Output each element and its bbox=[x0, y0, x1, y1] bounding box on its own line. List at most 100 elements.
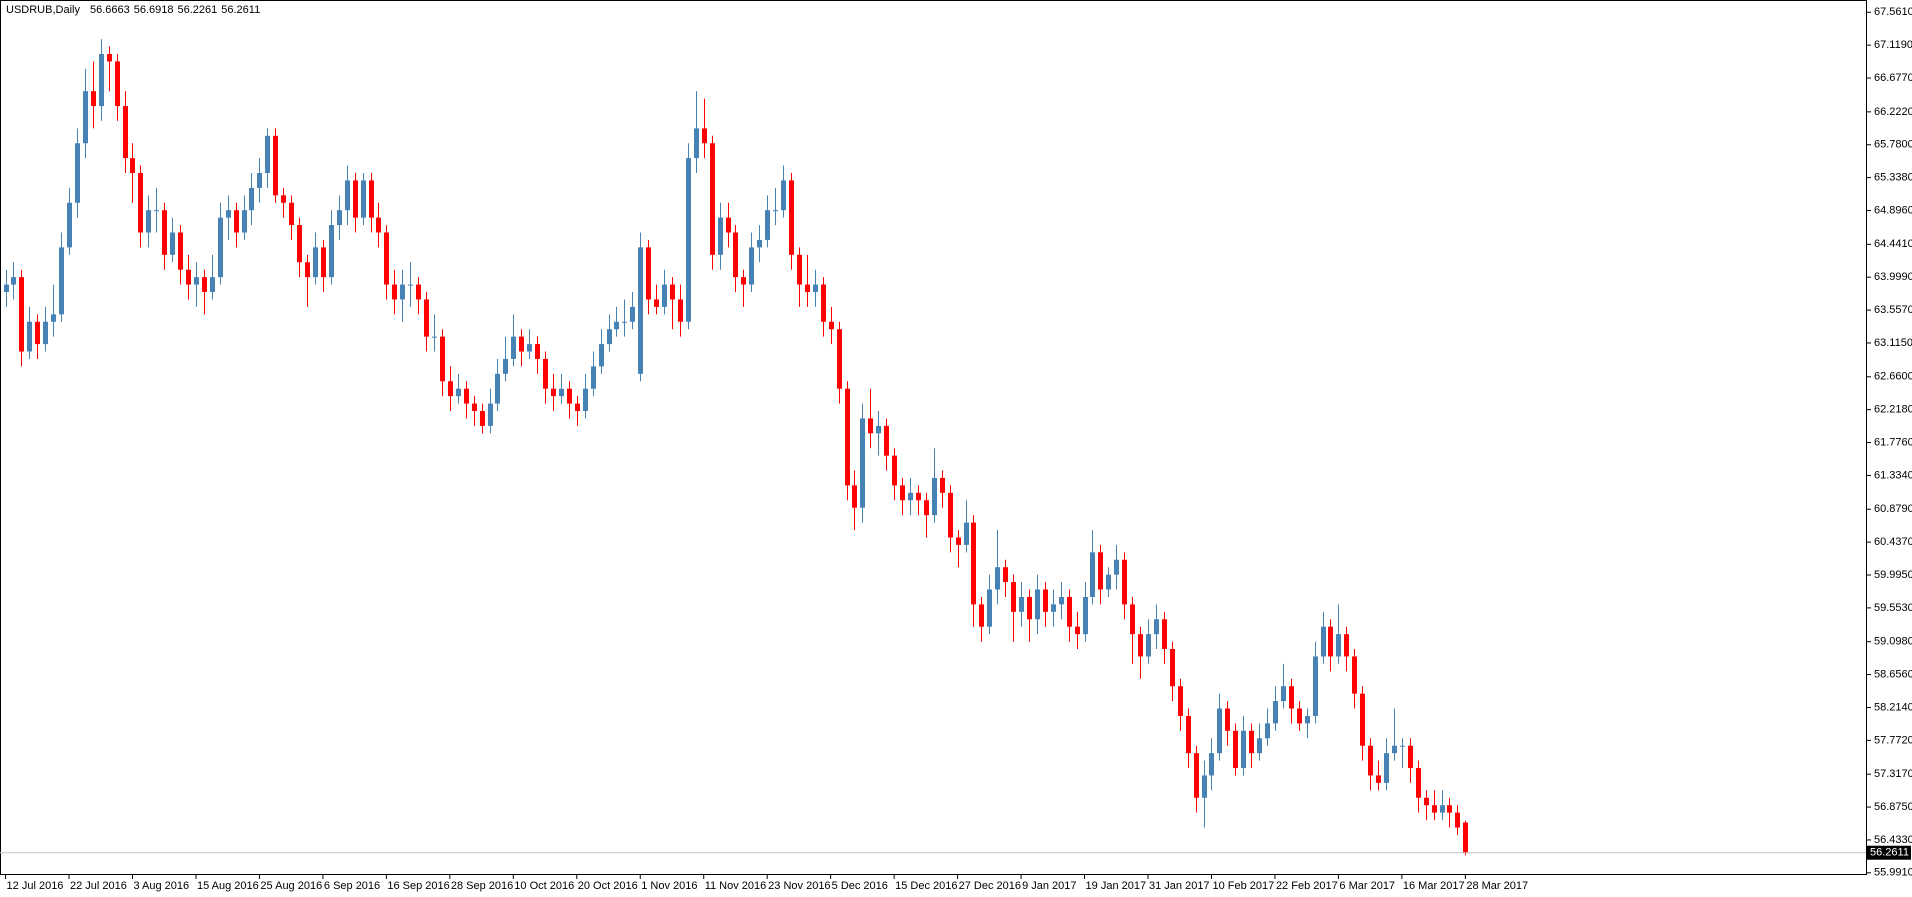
candle-body bbox=[11, 277, 16, 285]
header-ohlc-value: 56.6918 bbox=[134, 4, 174, 16]
candle-body bbox=[1186, 715, 1191, 754]
candle-body bbox=[392, 284, 397, 300]
candle-body bbox=[1098, 552, 1103, 590]
candle-body bbox=[130, 158, 135, 174]
candle-body bbox=[646, 247, 651, 300]
candle-body bbox=[940, 477, 945, 493]
y-tick-label: 64.8960 bbox=[1874, 204, 1912, 216]
candle-body bbox=[1432, 805, 1437, 813]
y-tick-label: 65.3380 bbox=[1874, 172, 1912, 184]
candle-body bbox=[535, 344, 540, 359]
candle-body bbox=[1067, 596, 1072, 627]
candle-body bbox=[1352, 656, 1357, 694]
candle-body bbox=[27, 321, 32, 352]
candle-body bbox=[1408, 745, 1413, 769]
candle-body bbox=[1392, 745, 1397, 754]
candle-body bbox=[908, 492, 913, 501]
candle-body bbox=[1416, 768, 1421, 798]
x-tick-label: 3 Aug 2016 bbox=[133, 880, 189, 892]
candle-body bbox=[702, 128, 707, 144]
plot-frame bbox=[0, 0, 1867, 875]
y-tick-label: 67.5610 bbox=[1874, 6, 1912, 18]
candle-body bbox=[591, 366, 596, 389]
y-tick-label: 63.9990 bbox=[1874, 271, 1912, 283]
candle-body bbox=[1281, 686, 1286, 702]
candle-body bbox=[1455, 812, 1460, 828]
x-tick-label: 9 Jan 2017 bbox=[1022, 880, 1076, 892]
y-tick-label: 63.1150 bbox=[1874, 337, 1912, 349]
y-tick-label: 58.6560 bbox=[1874, 669, 1912, 681]
x-tick-label: 25 Aug 2016 bbox=[260, 880, 322, 892]
candle-body bbox=[1368, 745, 1373, 776]
y-tick-label: 62.2180 bbox=[1874, 404, 1912, 416]
candle-body bbox=[678, 299, 683, 322]
candle-body bbox=[162, 210, 167, 255]
y-tick-label: 59.5530 bbox=[1874, 602, 1912, 614]
candle-body bbox=[1162, 619, 1167, 650]
candle-body bbox=[821, 284, 826, 322]
y-tick-label: 64.4410 bbox=[1874, 238, 1912, 250]
candle-body bbox=[527, 344, 532, 352]
candle-body bbox=[1194, 753, 1199, 798]
candle-body bbox=[495, 373, 500, 404]
current-price-label: 56.2611 bbox=[1870, 847, 1909, 859]
candle-body bbox=[1178, 686, 1183, 716]
candle-body bbox=[876, 425, 881, 434]
y-tick-label: 60.8790 bbox=[1874, 503, 1912, 515]
candle-body bbox=[916, 492, 921, 501]
candle-body bbox=[1011, 582, 1016, 612]
candle-body bbox=[662, 284, 667, 307]
y-tick-label: 56.8750 bbox=[1874, 801, 1912, 813]
candle-body bbox=[559, 388, 564, 397]
candle-body bbox=[789, 180, 794, 255]
candle-body bbox=[313, 247, 318, 278]
candle-body bbox=[614, 321, 619, 330]
candle-body bbox=[797, 254, 802, 285]
candle-body bbox=[503, 358, 508, 374]
candle-body bbox=[1146, 634, 1151, 657]
candle-body bbox=[726, 217, 731, 233]
candle-body bbox=[1336, 634, 1341, 657]
candle-body bbox=[599, 344, 604, 367]
x-tick-label: 11 Nov 2016 bbox=[705, 880, 767, 892]
candle-body bbox=[694, 128, 699, 159]
candle-body bbox=[178, 232, 183, 270]
candle-body bbox=[384, 232, 389, 285]
candle-body bbox=[1051, 604, 1056, 612]
x-tick-label: 20 Oct 2016 bbox=[578, 880, 638, 892]
candle-body bbox=[273, 135, 278, 196]
candle-body bbox=[971, 522, 976, 605]
x-tick-label: 28 Mar 2017 bbox=[1466, 880, 1528, 892]
candle-body bbox=[265, 135, 270, 174]
y-tick-label: 57.7720 bbox=[1874, 734, 1912, 746]
candle-body bbox=[979, 604, 984, 627]
candle-body bbox=[900, 485, 905, 501]
candle-body bbox=[226, 210, 231, 218]
candle-body bbox=[369, 180, 374, 218]
candle-body bbox=[210, 277, 215, 293]
candle-body bbox=[154, 210, 159, 212]
candle-body bbox=[400, 284, 405, 300]
candle-body bbox=[1083, 596, 1088, 635]
header-ohlc-value: 56.6663 bbox=[90, 4, 130, 16]
candle-body bbox=[670, 284, 675, 300]
x-tick-label: 1 Nov 2016 bbox=[641, 880, 697, 892]
candle-body bbox=[424, 299, 429, 337]
candle-body bbox=[987, 589, 992, 627]
candle-body bbox=[75, 143, 80, 203]
y-tick-label: 60.4370 bbox=[1874, 536, 1912, 548]
candle-body bbox=[202, 277, 207, 293]
y-tick-label: 56.4330 bbox=[1874, 834, 1912, 846]
candle-body bbox=[1384, 753, 1389, 783]
candle-body bbox=[464, 388, 469, 404]
candle-body bbox=[551, 388, 556, 397]
candle-body bbox=[1273, 701, 1278, 724]
candle-body bbox=[956, 537, 961, 545]
candle-body bbox=[1019, 596, 1024, 612]
candle-body bbox=[1305, 715, 1310, 724]
candle-body bbox=[51, 314, 56, 322]
candle-body bbox=[249, 187, 254, 211]
candle-body bbox=[67, 202, 72, 248]
candle-body bbox=[543, 358, 548, 389]
